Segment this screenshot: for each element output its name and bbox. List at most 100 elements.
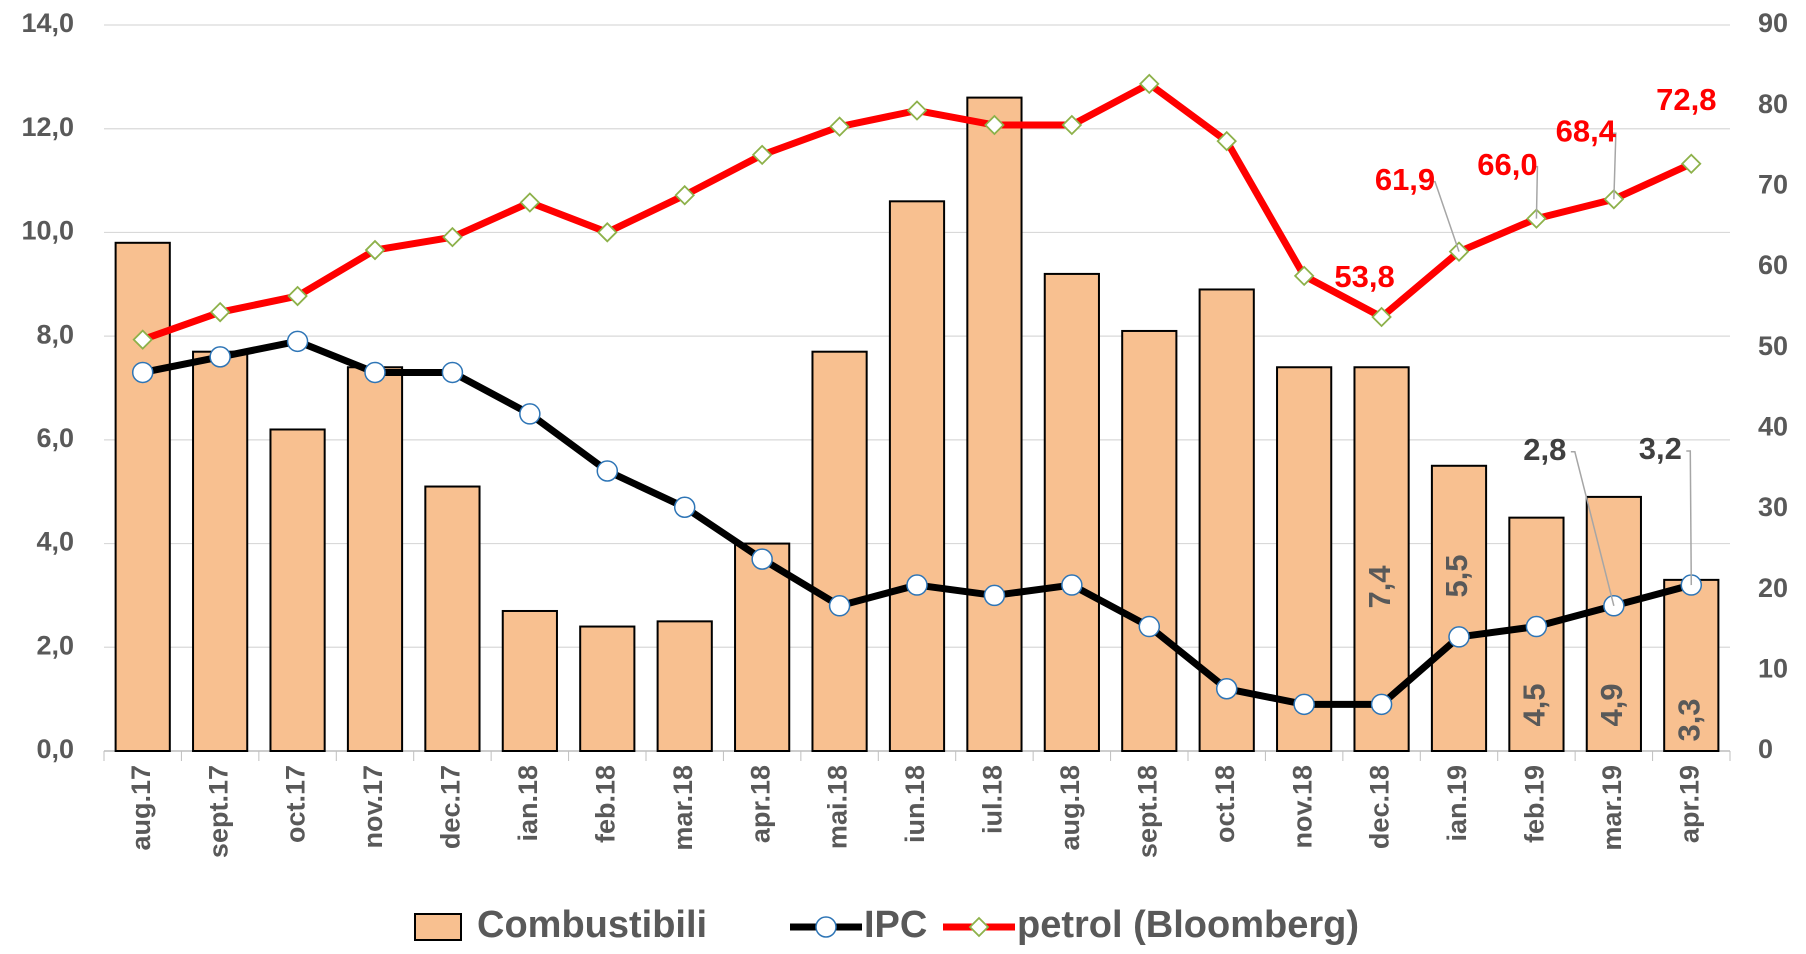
bar [1585,495,1642,752]
x-tick-label: nov.18 [1287,765,1317,849]
marker [1370,693,1393,716]
line-value-label: 61,9 [1375,162,1435,197]
marker [1138,615,1161,638]
y2-tick-label: 10 [1758,653,1788,683]
y-tick-label: 4,0 [36,527,74,557]
x-tick-label: dec.18 [1365,765,1395,849]
x-tick-label: mar.19 [1597,765,1627,851]
bar-value-label: 7,4 [1362,565,1397,609]
bar [424,485,481,752]
marker [829,116,850,137]
x-tick-label: feb.18 [590,765,620,843]
bar [1043,272,1100,752]
x-tick-label: iul.18 [978,765,1008,834]
bar-value-label: 5,5 [1439,554,1474,597]
x-tick-label: oct.18 [1210,765,1240,843]
legend-label: IPC [864,904,927,946]
marker [1371,306,1392,328]
marker [673,496,696,519]
marker [597,222,618,243]
marker [1215,678,1238,700]
bar [192,350,249,752]
marker [209,346,231,368]
x-tick-label: dec.17 [436,765,466,849]
leader-line [1570,451,1615,606]
marker [1681,153,1702,175]
marker [906,100,928,121]
marker [519,403,541,425]
x-tick-label: ian.19 [1442,765,1472,842]
bar [269,428,326,752]
x-tick-label: feb.19 [1520,765,1550,843]
legend-label: Combustibili [477,904,707,946]
y-tick-label: 6,0 [36,423,74,453]
marker [1525,615,1548,638]
bar [1353,366,1410,752]
marker [131,361,154,384]
marker [983,584,1006,607]
x-tick-label: sept.17 [203,765,233,858]
bar [734,542,791,752]
marker [1139,73,1160,95]
x-tick-label: aug.18 [1055,765,1085,851]
marker [906,574,928,596]
line-value-label: 72,8 [1656,82,1716,117]
x-tick-label: aug.17 [126,765,156,851]
marker [132,329,153,350]
marker [1293,265,1315,287]
leader-line [1686,450,1693,586]
y2-tick-label: 60 [1758,250,1788,280]
marker [984,114,1005,136]
bar [656,620,713,752]
marker [828,595,851,617]
y2-tick-label: 40 [1758,411,1788,441]
bar [1276,366,1333,752]
legend-marker [968,916,990,938]
y-tick-label: 12,0 [21,112,74,142]
y-tick-label: 14,0 [21,8,74,38]
leader-line [1533,165,1539,219]
bar [811,350,868,752]
x-tick-label: apr.19 [1674,765,1704,843]
y2-tick-label: 20 [1758,573,1788,603]
y2-tick-label: 80 [1758,89,1788,119]
y-tick-label: 8,0 [36,319,74,349]
bar [1663,578,1720,752]
bar-value-label: 4,5 [1517,683,1552,726]
y2-tick-label: 30 [1758,492,1788,522]
x-tick-label: ian.18 [513,765,543,842]
marker [209,301,231,323]
line-value-label: 68,4 [1556,113,1617,148]
x-tick-label: iun.18 [900,765,930,843]
marker [596,460,619,482]
line-value-label: 3,2 [1639,431,1682,466]
marker [1448,626,1470,648]
bar [1430,464,1488,752]
y2-tick-label: 50 [1758,331,1788,361]
y2-tick-label: 70 [1758,169,1788,199]
bar [346,366,404,752]
bar [1121,329,1178,752]
bar [579,625,636,752]
marker [364,361,386,384]
marker [751,144,773,166]
marker [751,548,773,570]
marker [674,184,695,206]
marker [286,330,309,353]
leader-line [1611,132,1617,200]
x-tick-label: nov.17 [358,765,388,849]
y-tick-label: 2,0 [36,630,74,660]
bar [114,241,171,753]
bar [888,200,946,753]
x-tick-label: oct.17 [281,765,311,843]
y2-tick-label: 0 [1758,734,1773,764]
legend-marker [815,916,837,938]
marker [287,285,308,307]
x-tick-label: mar.18 [668,765,698,851]
marker [1061,574,1083,596]
marker [442,226,463,248]
marker [519,192,541,213]
bar [501,609,558,752]
line-value-label: 2,8 [1523,432,1566,467]
